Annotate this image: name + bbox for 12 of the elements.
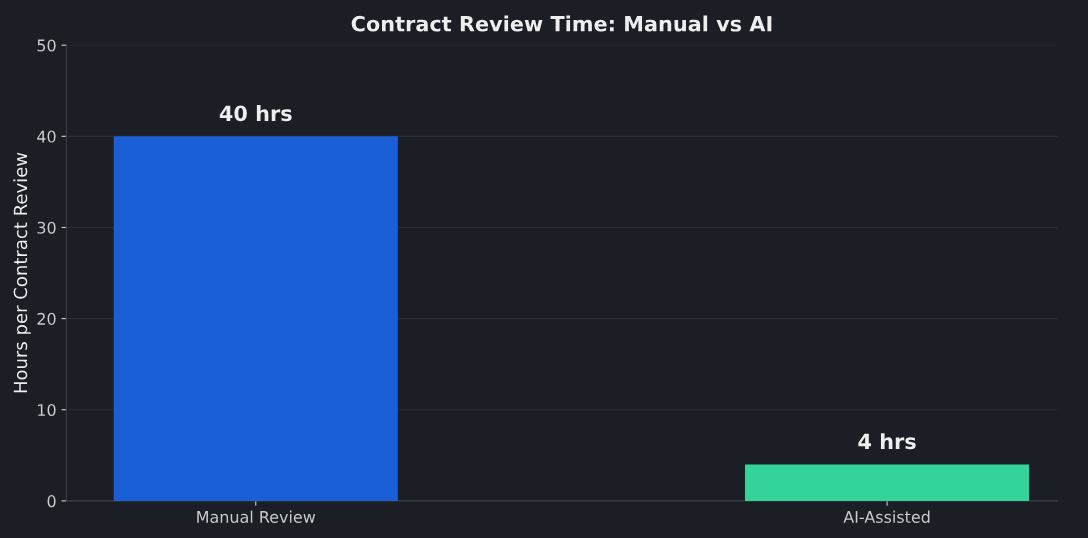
y-tick-label: 10 xyxy=(38,403,56,417)
x-tick-label: AI-Assisted xyxy=(843,510,930,523)
data-label: 4 hrs xyxy=(858,433,916,450)
data-label: 40 hrs xyxy=(219,105,292,122)
y-tick-label: 30 xyxy=(37,221,56,234)
x-tick-label: Manual Review xyxy=(197,510,316,523)
y-axis-title: Hours per Contract Review xyxy=(13,152,31,393)
y-tick-label: 0 xyxy=(47,495,56,508)
y-tick-label: 20 xyxy=(37,312,56,325)
y-tick-label: 50 xyxy=(37,39,56,52)
y-tick-label: 40 xyxy=(37,130,56,143)
chart-title: Contract Review Time: Manual vs AI xyxy=(351,15,772,32)
